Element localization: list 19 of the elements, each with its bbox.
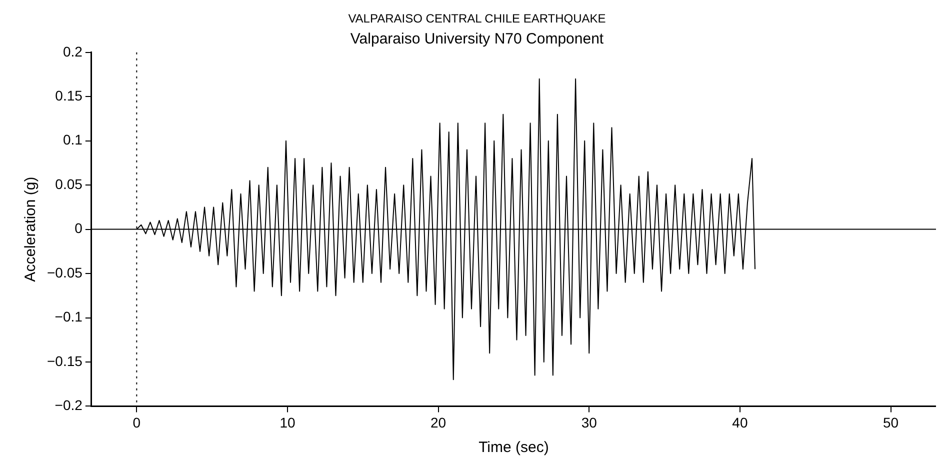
y-tick-label: 0.15 <box>55 87 83 104</box>
y-tick-label: 0.05 <box>55 176 83 192</box>
chart-subtitle: Valparaiso University N70 Component <box>350 30 604 48</box>
x-tick-label: 0 <box>132 414 141 430</box>
y-tick-label: −0.1 <box>54 308 83 325</box>
x-tick-label: 50 <box>882 414 899 430</box>
y-axis-title: Acceleration (g) <box>22 176 40 282</box>
x-tick-label: 40 <box>732 414 748 430</box>
x-tick-label: 20 <box>430 414 446 430</box>
y-tick-label: −0.15 <box>46 352 83 369</box>
y-tick-label: −0.2 <box>54 397 83 414</box>
x-tick-label: 10 <box>280 414 296 430</box>
x-tick-label: 30 <box>581 414 598 430</box>
y-tick-label: 0 <box>74 220 83 236</box>
y-tick-label: 0.2 <box>62 43 83 60</box>
chart-title: VALPARAISO CENTRAL CHILE EARTHQUAKE <box>348 12 606 26</box>
x-axis-title: Time (sec) <box>478 439 549 456</box>
y-tick-label: −0.05 <box>46 264 83 280</box>
y-tick-label: 0.1 <box>62 132 83 148</box>
